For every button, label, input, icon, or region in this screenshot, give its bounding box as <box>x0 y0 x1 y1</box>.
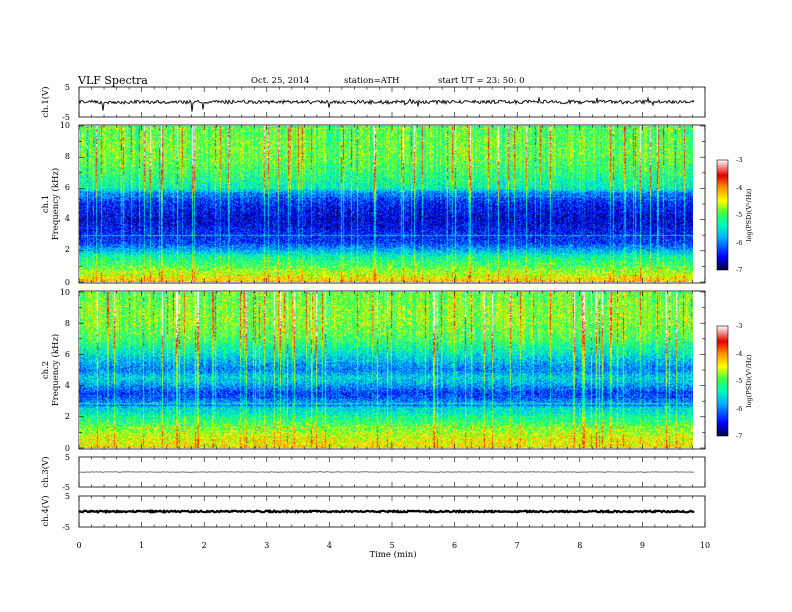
ch4-ytick-bottom: -5 <box>62 523 70 532</box>
ch1-ylabel: ch.1(V) <box>40 86 51 117</box>
cb2-tick-m7: -7 <box>736 432 742 440</box>
ch2-ytick-10: 10 <box>60 288 70 297</box>
ch1-spectrogram-image <box>79 126 693 282</box>
ch3-ylabel: ch.3(V) <box>40 456 51 487</box>
ch1-waveform-line <box>78 96 695 112</box>
cb2-label: log(PSD)(V²/Hz) <box>745 354 753 407</box>
ch2-spec-xticks <box>78 291 706 449</box>
cb2-tick-m3: -3 <box>736 322 742 330</box>
ch1-ytick-0: 0 <box>65 278 70 287</box>
ch3-waveform-panel: 5 -5 ch.3(V) <box>40 453 706 492</box>
cb2-tick-m5: -5 <box>736 377 742 385</box>
ch1-ytick-top: 5 <box>65 83 70 92</box>
x-tick-label: 9 <box>640 541 645 550</box>
station-label: station=ATH <box>344 76 399 86</box>
ch3-wave-xticks <box>78 457 706 487</box>
ch1-ytick-10: 10 <box>60 121 70 130</box>
ch2-freq-ticks <box>79 291 705 449</box>
ch1-frequency-label: Frequency (kHz) <box>50 168 61 240</box>
cb1-tick-m6: -6 <box>736 239 742 247</box>
ch4-wave-xticks <box>78 496 706 527</box>
ch2-ytick-4: 4 <box>65 381 70 390</box>
ch2-spec-ylabel: ch.2 <box>41 361 51 379</box>
cb1-label: log(PSD)(V²/Hz) <box>745 188 753 241</box>
x-tick-label: 3 <box>264 541 269 550</box>
x-tick-label: 7 <box>515 541 520 550</box>
ch1-colorbar: -3 -4 -5 -6 -7 log(PSD)(V²/Hz) <box>716 156 753 274</box>
ch1-ytick-6: 6 <box>65 183 70 192</box>
x-axis-label: Time (min) <box>369 549 416 560</box>
ch2-ytick-2: 2 <box>65 412 70 421</box>
ch4-ytick-top: 5 <box>65 492 70 501</box>
x-tick-label: 4 <box>327 541 332 550</box>
x-tick-label: 10 <box>700 541 710 550</box>
x-tick-label: 2 <box>202 541 207 550</box>
cb1-tick-m5: -5 <box>736 211 742 219</box>
ch2-ytick-8: 8 <box>65 319 70 328</box>
x-tick-label: 6 <box>452 541 457 550</box>
ch1-spectrogram-panel: 10 8 6 4 2 0 ch.1 Frequency (kHz) <box>41 121 706 287</box>
ch1-ytick-2: 2 <box>65 245 70 254</box>
ch2-frequency-label: Frequency (kHz) <box>50 334 61 406</box>
ch2-spectrogram-image <box>79 292 693 448</box>
cb2-tick-m4: -4 <box>736 350 742 358</box>
cb1-tick-m4: -4 <box>736 184 742 192</box>
ch2-spectrogram-panel: 10 8 6 4 2 0 ch.2 Frequency (kHz) <box>41 288 706 453</box>
ch1-spec-xticks <box>78 125 706 283</box>
cb2-tick-m6: -6 <box>736 405 742 413</box>
ch1-wave-xticks <box>78 87 706 117</box>
start-time-label: start UT = 23: 50: 0 <box>438 76 525 86</box>
ch2-ytick-6: 6 <box>65 350 70 359</box>
ch2-colorbar: -3 -4 -5 -6 -7 log(PSD)(V²/Hz) <box>716 322 753 440</box>
x-tick-labels: 0 1 2 3 4 5 6 7 8 9 10 <box>76 541 710 550</box>
ch1-freq-ticks <box>79 125 705 283</box>
ch4-waveform-panel: 5 -5 ch.4(V) <box>40 492 706 532</box>
cb1-tick-m7: -7 <box>736 266 742 274</box>
x-tick-label: 0 <box>76 541 81 550</box>
ch1-ytick-bottom: -5 <box>62 113 70 122</box>
ch3-ytick-top: 5 <box>65 453 70 462</box>
x-tick-label: 8 <box>577 541 582 550</box>
figure-title: VLF Spectra <box>77 74 148 87</box>
cb1-tick-m3: -3 <box>736 156 742 164</box>
ch1-ytick-8: 8 <box>65 152 70 161</box>
ch1-spec-ylabel: ch.1 <box>41 195 51 213</box>
ch4-waveform-line <box>78 508 695 515</box>
ch1-ytick-4: 4 <box>65 214 70 223</box>
ch4-ylabel: ch.4(V) <box>40 495 51 526</box>
ch3-ytick-bottom: -5 <box>62 483 70 492</box>
ch3-waveform-line <box>78 471 695 473</box>
x-tick-label: 5 <box>389 541 394 550</box>
x-tick-label: 1 <box>139 541 144 550</box>
date-label: Oct. 25, 2014 <box>251 76 309 86</box>
ch1-waveform-panel: 5 -5 ch.1(V) <box>40 83 706 122</box>
ch2-ytick-0: 0 <box>65 444 70 453</box>
